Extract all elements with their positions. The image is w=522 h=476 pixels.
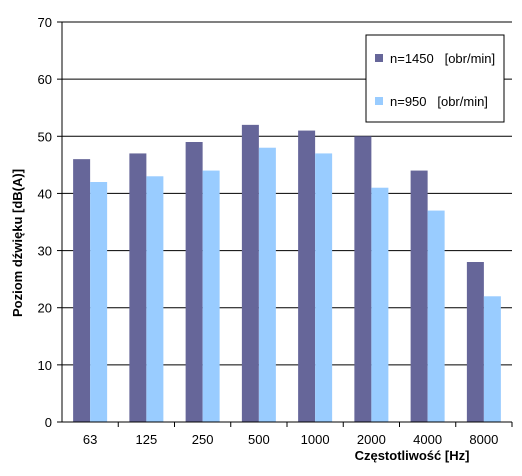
legend-box xyxy=(365,34,505,123)
bar-n1450-2000 xyxy=(354,136,372,423)
x-axis-title: Częstotliwość [Hz] xyxy=(355,448,470,463)
legend: n=1450 [obr/min] n=950 [obr/min] xyxy=(365,34,505,123)
bar-n950-1000 xyxy=(315,153,333,422)
y-tick-label: 50 xyxy=(38,129,52,144)
legend-label-n950: n=950 [obr/min] xyxy=(390,94,488,109)
x-tick-label: 1000 xyxy=(301,432,330,447)
bar-n1450-500 xyxy=(241,124,259,422)
x-tick-label: 63 xyxy=(83,432,97,447)
legend-swatch-n1450 xyxy=(375,54,383,62)
y-tick-label: 0 xyxy=(45,415,52,430)
y-tick-label: 30 xyxy=(38,244,52,259)
legend-label-n1450: n=1450 [obr/min] xyxy=(390,51,495,66)
y-axis-title: Poziom dźwięku [dB(A)] xyxy=(10,169,25,317)
bar-n950-8000 xyxy=(483,296,501,422)
x-tick-label: 125 xyxy=(136,432,158,447)
y-tick-label: 70 xyxy=(38,15,52,30)
bars xyxy=(73,124,501,423)
x-tick-label: 4000 xyxy=(413,432,442,447)
y-tick-label: 10 xyxy=(38,358,52,373)
bar-n950-4000 xyxy=(427,210,445,422)
bar-n1450-4000 xyxy=(410,170,428,422)
bar-n1450-1000 xyxy=(298,130,316,423)
bar-n950-2000 xyxy=(371,187,389,422)
bar-n950-250 xyxy=(202,170,220,422)
bar-n950-500 xyxy=(258,147,276,422)
y-tick-label: 40 xyxy=(38,186,52,201)
bar-n1450-63 xyxy=(73,159,91,422)
y-tick-label: 60 xyxy=(38,72,52,87)
bar-n1450-125 xyxy=(129,153,147,422)
bar-n950-125 xyxy=(146,176,164,422)
x-axis-ticks: 63 125 250 500 1000 2000 4000 8000 xyxy=(83,422,513,447)
bar-n950-63 xyxy=(90,182,108,422)
x-tick-label: 250 xyxy=(192,432,214,447)
y-axis-ticks: 0 10 20 30 40 50 60 70 xyxy=(38,15,62,430)
x-tick-label: 500 xyxy=(248,432,270,447)
x-tick-label: 8000 xyxy=(469,432,498,447)
bar-n1450-250 xyxy=(185,142,203,422)
bar-n1450-8000 xyxy=(466,262,484,422)
x-tick-label: 2000 xyxy=(357,432,386,447)
legend-swatch-n950 xyxy=(375,97,383,105)
y-tick-label: 20 xyxy=(38,301,52,316)
